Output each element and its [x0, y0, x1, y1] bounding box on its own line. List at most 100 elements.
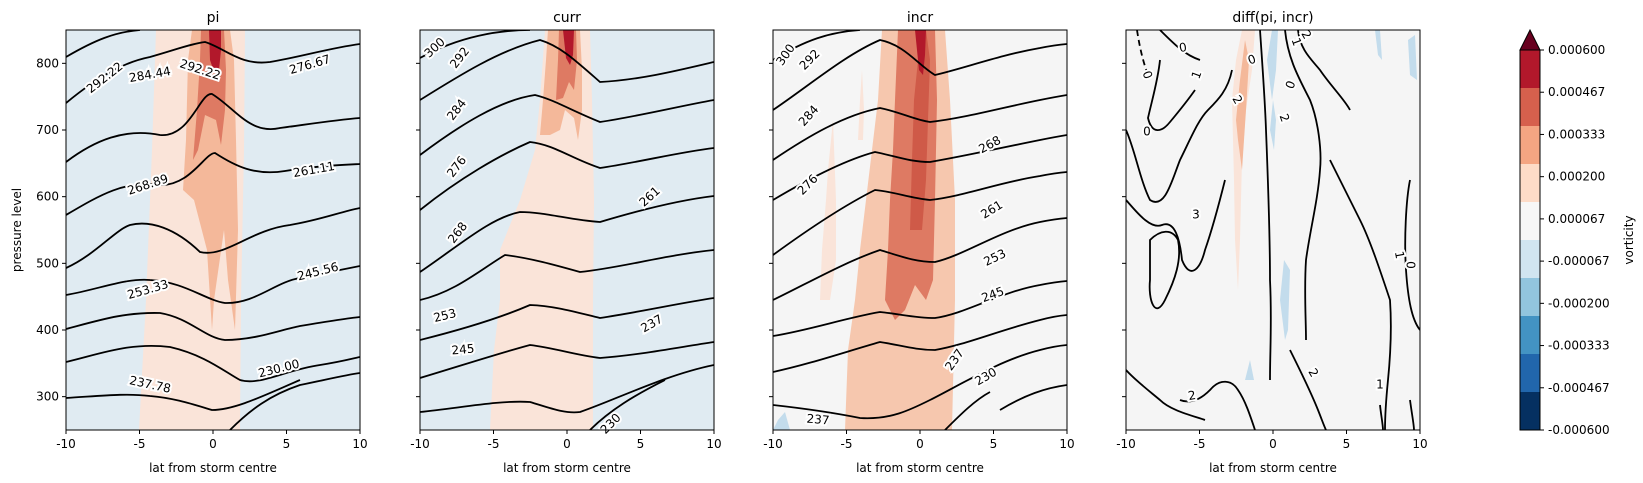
curr-title: curr	[553, 10, 581, 26]
colorbar-label: vorticity	[1622, 215, 1636, 264]
colorbar-tick-label: 0.000200	[1548, 170, 1605, 184]
incr-isotherm	[944, 391, 991, 430]
x-tick-label: 0	[209, 437, 217, 451]
diff-weak-negative	[1280, 260, 1290, 340]
x-tick-label: 10	[706, 437, 721, 451]
curr-isotherm	[420, 249, 714, 301]
curr-isotherm	[420, 341, 714, 379]
curr-isotherm	[589, 379, 666, 430]
contour-label: 245	[451, 342, 475, 358]
incr-isotherm	[773, 39, 1067, 111]
diff-weak-negative	[1375, 30, 1382, 60]
y-tick-label: 800	[36, 56, 59, 70]
pi-isotherm	[66, 152, 360, 216]
curr-isotherm	[420, 141, 714, 211]
y-tick-label: 700	[36, 123, 59, 137]
colorbar-level	[1520, 202, 1540, 241]
curr-isotherm	[420, 297, 714, 341]
diff-weak-negative	[1270, 100, 1276, 150]
incr-isotherm	[773, 171, 1067, 256]
x-tick-label: 0	[916, 437, 924, 451]
pi-isotherm	[229, 372, 360, 430]
colorbar-level	[1520, 354, 1540, 393]
colorbar-tick-label: -0.000600	[1548, 423, 1610, 437]
diff-contour	[1126, 69, 1233, 203]
contour-label: 253	[432, 306, 458, 325]
pi-isotherm	[66, 41, 360, 104]
diff-weak-negative	[1408, 35, 1417, 80]
curr-x-ticks: -10 -5 0 5 10	[410, 430, 722, 451]
colorbar-blocks	[1520, 50, 1540, 431]
curr-filled-contours	[420, 30, 714, 430]
colorbar-ticks: 0.000600 0.000467 0.000333 0.000200 0.000067…	[1540, 43, 1610, 437]
x-tick-label: 10	[1412, 437, 1427, 451]
diff-title: diff(pi, incr)	[1232, 10, 1313, 26]
curr-max-vorticity	[563, 30, 574, 65]
y-tick-label: 500	[36, 256, 59, 270]
contour-label: 1	[1376, 378, 1384, 392]
curr-isotherms	[420, 30, 714, 430]
diff-weak-negative	[1267, 30, 1278, 100]
incr-weak-vorticity-strip	[858, 70, 864, 140]
colorbar-extend-arrow	[1519, 28, 1541, 51]
contour-label: 3	[1192, 208, 1200, 222]
pi-x-ticks: -10 -5 0 5 10	[56, 430, 368, 451]
diff-contour	[1159, 30, 1201, 61]
incr-weak-vorticity-strip	[820, 120, 836, 300]
colorbar-tick-label: 0.000600	[1548, 43, 1605, 57]
x-tick-label: -10	[763, 437, 783, 451]
colorbar-tick-label: -0.000200	[1548, 296, 1610, 310]
incr-title: incr	[907, 10, 933, 26]
diff-contour	[1409, 399, 1415, 430]
diff-contour	[1259, 30, 1272, 381]
colorbar-frame	[1519, 49, 1541, 431]
incr-x-axis-label: lat from storm centre	[856, 461, 984, 475]
curr-y-ticks	[416, 62, 420, 398]
x-tick-label: -5	[134, 437, 146, 451]
colorbar-tick-label: -0.000067	[1548, 254, 1610, 268]
curr-isotherm	[420, 39, 714, 101]
incr-isotherm	[773, 344, 1067, 420]
pi-isotherm	[66, 30, 141, 58]
incr-isotherm	[773, 314, 1067, 373]
colorbar-tick-label: 0.000333	[1548, 127, 1605, 141]
diff-y-ticks	[1122, 62, 1126, 398]
colorbar-level	[1520, 240, 1540, 279]
incr-isotherm	[773, 280, 1067, 337]
colorbar-level	[1520, 278, 1540, 317]
incr-isotherms	[773, 30, 1067, 430]
diff-contour	[1284, 30, 1322, 341]
incr-isotherm	[773, 217, 1067, 301]
colorbar-tick-label: -0.000333	[1548, 339, 1610, 353]
incr-isotherm	[999, 384, 1067, 411]
colorbar-level	[1520, 126, 1540, 165]
x-tick-label: -5	[1194, 437, 1206, 451]
x-tick-label: -5	[841, 437, 853, 451]
diff-weak-negative	[1245, 360, 1254, 380]
contour-label: 0	[1143, 125, 1151, 139]
incr-isotherm	[773, 134, 1067, 201]
incr-negative-vorticity	[773, 412, 790, 430]
x-tick-label: -10	[410, 437, 430, 451]
y-tick-label: 400	[36, 323, 59, 337]
diff-contour	[1329, 159, 1392, 430]
colorbar-level	[1520, 316, 1540, 355]
pi-isotherm	[66, 344, 360, 383]
diff-weak-positive	[1232, 30, 1255, 290]
colorbar-level	[1520, 88, 1540, 127]
diff-contour	[1297, 30, 1351, 111]
incr-y-ticks	[769, 62, 773, 398]
x-tick-label: 0	[1269, 437, 1277, 451]
pi-isotherm	[66, 265, 360, 304]
x-tick-label: 5	[637, 437, 645, 451]
diff-x-axis-label: lat from storm centre	[1209, 461, 1337, 475]
panel-pi: 292.22 284.44 292.22 276.67268.89261.11253.…	[10, 10, 368, 475]
incr-isotherm	[773, 30, 861, 61]
x-tick-label: -10	[1116, 437, 1136, 451]
diff-negative-contour	[1136, 30, 1151, 79]
x-tick-label: 10	[1059, 437, 1074, 451]
diff-moderate-positive	[1236, 40, 1249, 170]
